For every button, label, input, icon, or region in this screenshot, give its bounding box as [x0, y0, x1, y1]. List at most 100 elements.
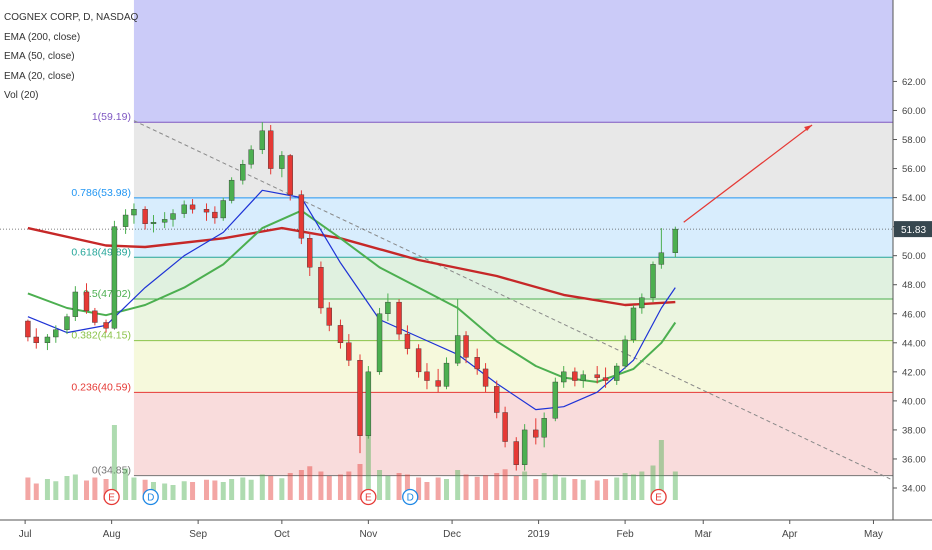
volume-bar [53, 481, 59, 500]
volume-bar [240, 477, 246, 500]
candle-body [64, 316, 70, 330]
candle-body [482, 368, 489, 387]
event-label: E [655, 493, 662, 504]
target-arrow-line [683, 124, 813, 223]
candle-body [672, 228, 679, 253]
candle-body [513, 441, 519, 465]
candle-body [240, 164, 246, 181]
x-tick-label: May [864, 529, 883, 540]
volume-bar [614, 477, 620, 500]
event-marker-earnings [360, 488, 377, 506]
candle-body [220, 200, 226, 219]
target-arrow-head [804, 125, 813, 131]
volume-bar [64, 476, 70, 500]
volume-bar [318, 471, 324, 500]
fib-label-4: 0.382(44.15) [71, 330, 131, 342]
y-tick-label: 36.00 [902, 454, 926, 465]
candle-body [248, 149, 254, 165]
volume-bar [522, 471, 528, 500]
x-tick-label: Dec [443, 529, 461, 540]
legend-ema200[interactable]: EMA (200, close) [4, 31, 81, 43]
volume-bar [72, 474, 78, 500]
candle-body [189, 204, 196, 210]
volume-bar [552, 474, 558, 500]
volume-bar [162, 483, 168, 500]
candle-body [150, 222, 157, 224]
volume-bar [424, 482, 430, 500]
legend-ema20[interactable]: EMA (20, close) [4, 70, 75, 82]
last-price-badge [894, 221, 932, 238]
candle-body [203, 209, 210, 213]
candle-body [502, 412, 508, 442]
x-tick-label: Mar [695, 529, 713, 540]
volume-bar [204, 479, 210, 500]
y-tick-label: 42.00 [902, 367, 926, 378]
candle-body [580, 374, 586, 381]
volume-bar [494, 473, 500, 500]
candle-body [326, 307, 332, 326]
x-tick-label: Nov [359, 529, 377, 540]
candle-body [53, 329, 59, 338]
candle-body [658, 252, 665, 265]
x-tick-label: Oct [274, 529, 290, 540]
event-label: D [147, 493, 154, 504]
candle-body [279, 155, 285, 169]
candle-body [170, 213, 176, 220]
candle-body [404, 333, 411, 349]
x-tick-label: Feb [616, 529, 634, 540]
volume-bar [326, 476, 332, 500]
candle-body [463, 335, 469, 358]
volume-bar [455, 470, 461, 500]
chart-title: COGNEX CORP, D, NASDAQ [4, 12, 139, 23]
candle-body [622, 339, 628, 367]
candle-body [33, 336, 39, 344]
volume-bar [259, 474, 265, 500]
volume-bar [84, 480, 90, 500]
candle-body [365, 371, 372, 436]
trend-lines [0, 120, 893, 480]
volume-bar [533, 479, 539, 500]
candle-body [287, 155, 293, 195]
volume-bar [131, 477, 137, 500]
candle-body [572, 371, 578, 381]
fib-label-6: 0(34.85) [92, 465, 131, 477]
candle-body [494, 386, 500, 413]
volume-bar [630, 474, 636, 500]
volume-bar [483, 475, 489, 500]
volume-bar [190, 482, 196, 500]
candle-body [614, 365, 620, 381]
candle-body [552, 381, 559, 419]
y-tick-label: 50.00 [902, 251, 926, 262]
volume-bar [404, 474, 410, 500]
candle-body [142, 209, 148, 224]
candle-body [639, 297, 645, 309]
volume-bar [279, 478, 285, 500]
candle-body [594, 374, 600, 378]
candle-body [92, 310, 98, 323]
volume-bar [474, 476, 480, 500]
event-marker-dividend [402, 488, 419, 506]
volume-bar [170, 485, 176, 500]
volume-bar [639, 471, 645, 500]
legend-volume[interactable]: Vol (20) [4, 90, 39, 101]
volume-bar [463, 474, 469, 500]
volume-bar [416, 477, 422, 500]
candle-body [228, 179, 235, 201]
event-label: D [407, 493, 414, 504]
candles [25, 122, 679, 471]
candle-body [602, 377, 609, 381]
volume-bar [385, 476, 391, 500]
candle-body [561, 371, 567, 383]
legend-ema50[interactable]: EMA (50, close) [4, 51, 75, 62]
volume-bar [287, 473, 293, 500]
volume-bar [513, 476, 519, 500]
candle-body [161, 219, 168, 223]
candle-body [443, 362, 450, 387]
x-tick-label: Sep [189, 529, 207, 540]
event-label: E [365, 493, 372, 504]
fib-band-0 [133, 122, 893, 198]
volume-bar [220, 482, 226, 500]
volume-bar [377, 470, 383, 500]
